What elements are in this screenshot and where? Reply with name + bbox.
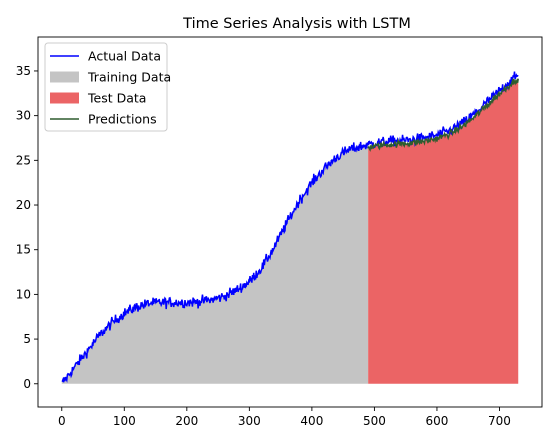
line-layer [61, 71, 519, 384]
legend-swatch-test [50, 92, 79, 104]
chart-title: Time Series Analysis with LSTM [182, 16, 411, 32]
axes-layer: 0 100 200 300 400 500 600 700 0 5 10 15 20 25 30 35 [16, 36, 543, 428]
plot-frame [37, 36, 543, 408]
y-tick-label: 10 [16, 287, 31, 301]
legend: Actual Data Training Data Test Data Predict… [44, 42, 171, 132]
x-tick-label: 100 [113, 414, 136, 428]
area-layer [61, 78, 519, 384]
legend-label-training: Training Data [87, 70, 171, 85]
x-tick-label: 700 [488, 414, 511, 428]
y-tick-label: 0 [23, 377, 31, 391]
x-tick-label: 400 [300, 414, 323, 428]
test-data-area [368, 78, 519, 384]
actual-data-line [61, 71, 519, 384]
legend-label-actual: Actual Data [88, 49, 161, 64]
x-tick-label: 500 [363, 414, 386, 428]
y-tick-label: 25 [16, 153, 31, 167]
training-data-area [61, 141, 369, 384]
predictions-line [367, 77, 519, 152]
y-tick-label: 15 [16, 243, 31, 257]
legend-swatch-training [50, 71, 79, 83]
x-tick-label: 600 [425, 414, 448, 428]
legend-label-predictions: Predictions [88, 112, 157, 127]
y-tick-label: 35 [16, 64, 31, 78]
y-tick-label: 20 [16, 198, 31, 212]
legend-label-test: Test Data [87, 91, 146, 106]
x-tick-label: 300 [238, 414, 261, 428]
legend-box [44, 42, 168, 132]
y-tick-label: 30 [16, 109, 31, 123]
y-tick-label: 5 [23, 332, 31, 346]
x-tick-label: 200 [175, 414, 198, 428]
x-tick-label: 0 [58, 414, 66, 428]
